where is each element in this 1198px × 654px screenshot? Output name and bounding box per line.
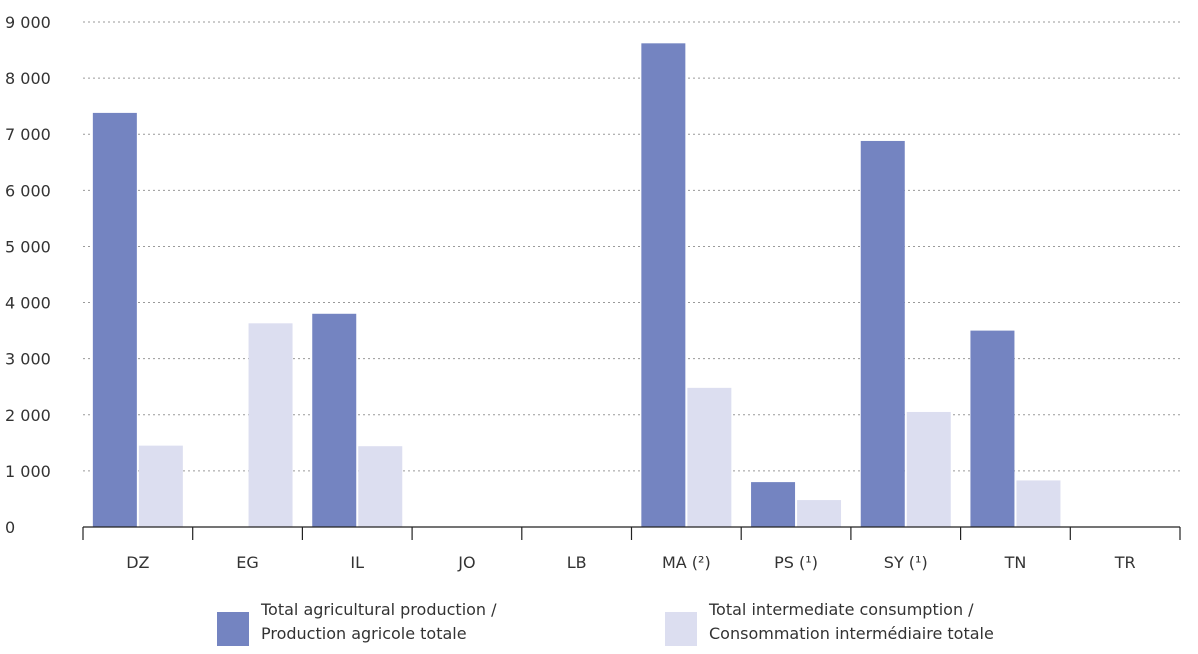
bar-total-intermediate-consumption — [687, 387, 732, 527]
bar-total-intermediate-consumption — [358, 446, 403, 527]
y-tick-label: 2 000 — [5, 406, 51, 425]
bar-total-agricultural-production — [312, 313, 357, 527]
legend-label: Total intermediate consumption / — [708, 600, 974, 619]
legend-item-agricultural-production: Total agricultural production / Productio… — [217, 600, 497, 646]
x-category-label: EG — [236, 553, 259, 572]
y-tick-label: 9 000 — [5, 13, 51, 32]
y-tick-label: 3 000 — [5, 350, 51, 369]
legend-swatch — [217, 612, 249, 646]
bar-total-intermediate-consumption — [248, 323, 293, 527]
gridlines — [83, 21, 1180, 472]
bar-total-agricultural-production — [641, 43, 686, 527]
bar-total-intermediate-consumption — [906, 411, 951, 527]
bar-total-agricultural-production — [751, 482, 796, 527]
bars — [92, 43, 1061, 528]
x-category-label: DZ — [126, 553, 149, 572]
bar-total-intermediate-consumption — [1016, 480, 1061, 527]
legend-item-intermediate-consumption: Total intermediate consumption / Consomma… — [665, 600, 994, 646]
x-category-label: MA (²) — [662, 553, 711, 572]
x-category-label: TN — [1004, 553, 1027, 572]
bar-total-agricultural-production — [92, 112, 137, 528]
x-category-label: TR — [1114, 553, 1136, 572]
legend-label: Production agricole totale — [261, 624, 467, 643]
x-category-label: JO — [457, 553, 475, 572]
bar-total-intermediate-consumption — [797, 500, 842, 527]
legend-swatch — [665, 612, 697, 646]
y-tick-label: 6 000 — [5, 181, 51, 200]
x-category-label: SY (¹) — [884, 553, 928, 572]
y-axis-tick-labels: 0 1 000 2 000 3 000 4 000 5 000 6 000 7 000 8 00… — [5, 13, 51, 537]
x-axis-category-labels: DZ EG IL JO LB MA (²) PS (¹) SY (¹) TN TR — [126, 553, 1135, 572]
y-tick-label: 5 000 — [5, 237, 51, 256]
x-category-label: PS (¹) — [774, 553, 818, 572]
y-tick-label: 8 000 — [5, 69, 51, 88]
bar-total-agricultural-production — [970, 330, 1015, 527]
y-tick-label: 1 000 — [5, 462, 51, 481]
bar-total-intermediate-consumption — [138, 445, 183, 527]
y-tick-label: 0 — [5, 518, 15, 537]
y-tick-label: 7 000 — [5, 125, 51, 144]
x-category-label: LB — [567, 553, 587, 572]
legend-label: Total agricultural production / — [260, 600, 497, 619]
legend-label: Consommation intermédiaire totale — [709, 624, 994, 643]
y-tick-label: 4 000 — [5, 294, 51, 313]
x-category-label: IL — [350, 553, 364, 572]
x-axis — [82, 526, 1181, 540]
legend: Total agricultural production / Productio… — [217, 600, 994, 646]
bar-total-agricultural-production — [860, 140, 905, 527]
